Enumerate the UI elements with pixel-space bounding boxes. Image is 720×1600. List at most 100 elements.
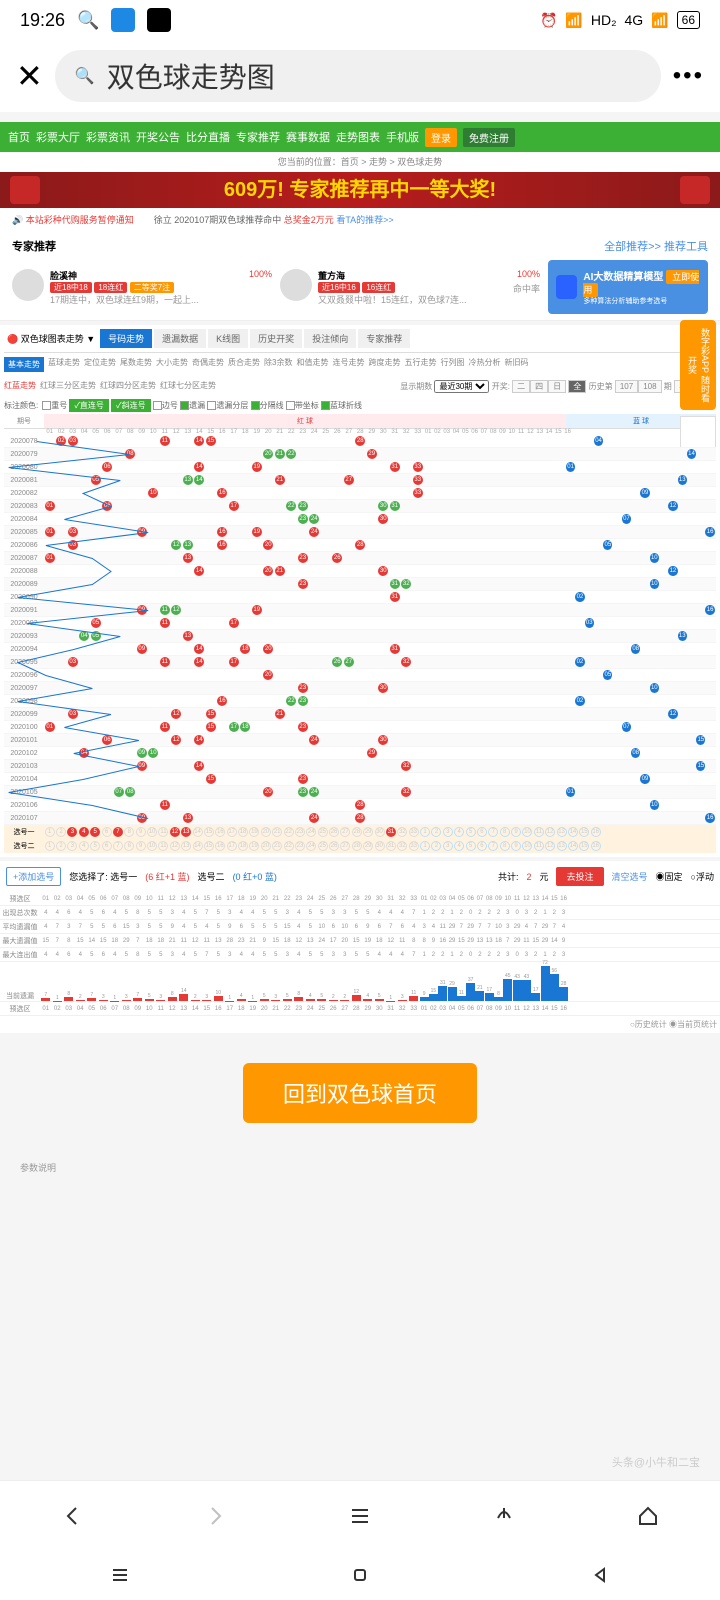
subtab2[interactable]: 红球七分区走势 xyxy=(160,380,216,393)
home-button[interactable]: 回到双色球首页 xyxy=(243,1063,477,1123)
side-ad[interactable]: 数字彩APP 随时看开奖 xyxy=(680,320,716,410)
select-ball[interactable]: 5 xyxy=(90,827,100,837)
select-ball[interactable]: 19 xyxy=(249,841,259,851)
subtab[interactable]: 定位走势 xyxy=(84,357,116,372)
select-ball[interactable]: 3 xyxy=(67,841,77,851)
select-ball[interactable]: 10 xyxy=(147,841,157,851)
mark-toggle[interactable]: 分隔线 xyxy=(251,401,286,410)
select-ball[interactable]: 3 xyxy=(67,827,77,837)
select-ball[interactable]: 20 xyxy=(261,841,271,851)
select-ball[interactable]: 11 xyxy=(158,827,168,837)
tab[interactable]: 遗漏数据 xyxy=(154,329,206,348)
expert-links[interactable]: 全部推荐>> 推荐工具 xyxy=(604,238,708,254)
select-ball[interactable]: 5 xyxy=(90,841,100,851)
select-ball[interactable]: 21 xyxy=(272,827,282,837)
select-ball-blue[interactable]: 1 xyxy=(420,827,430,837)
select-ball-blue[interactable]: 6 xyxy=(477,827,487,837)
search-input[interactable]: 🔍 双色球走势图 xyxy=(55,50,661,102)
mark-toggle[interactable]: 蓝球折线 xyxy=(321,401,362,410)
select-ball[interactable]: 26 xyxy=(329,841,339,851)
select-ball[interactable]: 27 xyxy=(340,827,350,837)
sys-back-icon[interactable] xyxy=(582,1557,618,1593)
select-ball-blue[interactable]: 16 xyxy=(591,841,601,851)
select-ball-blue[interactable]: 9 xyxy=(511,841,521,851)
nav-item[interactable]: 手机版 xyxy=(386,129,419,145)
select-ball-blue[interactable]: 4 xyxy=(454,827,464,837)
select-ball-blue[interactable]: 12 xyxy=(545,827,555,837)
tab[interactable]: 投注倾向 xyxy=(304,329,356,348)
subtab[interactable]: 连号走势 xyxy=(332,357,364,372)
select-ball-blue[interactable]: 16 xyxy=(591,827,601,837)
select-ball[interactable]: 26 xyxy=(329,827,339,837)
select-ball[interactable]: 7 xyxy=(113,827,123,837)
select-ball-blue[interactable]: 3 xyxy=(443,827,453,837)
expert-card-1[interactable]: 脸溪神 100% 近18中18 18连红 二等奖7注 17期连中，双色球连红9期… xyxy=(12,269,272,306)
select-ball[interactable]: 21 xyxy=(272,841,282,851)
select-ball-blue[interactable]: 11 xyxy=(534,827,544,837)
clear-button[interactable]: 清空选号 xyxy=(612,870,648,883)
select-ball[interactable]: 10 xyxy=(147,827,157,837)
select-ball[interactable]: 2 xyxy=(56,827,66,837)
select-ball[interactable]: 30 xyxy=(375,827,385,837)
select-ball[interactable]: 32 xyxy=(397,841,407,851)
subtab2[interactable]: 红蓝走势 xyxy=(4,380,36,393)
subtab2[interactable]: 红球三分区走势 xyxy=(40,380,96,393)
subtab[interactable]: 蓝球走势 xyxy=(48,357,80,372)
home-icon[interactable] xyxy=(630,1498,666,1534)
subtab[interactable]: 冷热分析 xyxy=(468,357,500,372)
select-ball[interactable]: 27 xyxy=(340,841,350,851)
select-ball-blue[interactable]: 5 xyxy=(466,841,476,851)
select-ball-blue[interactable]: 1 xyxy=(420,841,430,851)
select-ball-blue[interactable]: 14 xyxy=(568,841,578,851)
menu-icon[interactable] xyxy=(342,1498,378,1534)
select-ball-blue[interactable]: 3 xyxy=(443,841,453,851)
nav-item[interactable]: 首页 xyxy=(8,129,30,145)
mark-toggle[interactable]: ✓斜连号 xyxy=(111,399,153,412)
select-ball[interactable]: 16 xyxy=(215,841,225,851)
select-ball-blue[interactable]: 11 xyxy=(534,841,544,851)
select-ball[interactable]: 12 xyxy=(170,841,180,851)
back-icon[interactable] xyxy=(54,1498,90,1534)
subtab[interactable]: 新旧码 xyxy=(504,357,528,372)
subtab[interactable]: 奇偶走势 xyxy=(192,357,224,372)
subtab[interactable]: 跨度走势 xyxy=(368,357,400,372)
select-ball[interactable]: 22 xyxy=(284,841,294,851)
select-ball-blue[interactable]: 6 xyxy=(477,841,487,851)
mark-toggle[interactable]: 带坐标 xyxy=(286,401,321,410)
more-icon[interactable]: ••• xyxy=(673,62,704,90)
select-ball[interactable]: 4 xyxy=(79,841,89,851)
select-ball[interactable]: 9 xyxy=(136,827,146,837)
select-ball[interactable]: 30 xyxy=(375,841,385,851)
select-ball[interactable]: 11 xyxy=(158,841,168,851)
select-ball[interactable]: 6 xyxy=(102,827,112,837)
select-ball[interactable]: 17 xyxy=(227,827,237,837)
forward-icon[interactable] xyxy=(198,1498,234,1534)
share-icon[interactable] xyxy=(486,1498,522,1534)
select-ball-blue[interactable]: 13 xyxy=(557,841,567,851)
select-ball-blue[interactable]: 2 xyxy=(431,841,441,851)
subtab[interactable]: 质合走势 xyxy=(228,357,260,372)
nav-item[interactable]: 赛事数据 xyxy=(286,129,330,145)
select-ball-blue[interactable]: 7 xyxy=(488,841,498,851)
select-ball-blue[interactable]: 5 xyxy=(466,827,476,837)
sys-menu-icon[interactable] xyxy=(102,1557,138,1593)
select-ball[interactable]: 29 xyxy=(363,841,373,851)
select-ball-blue[interactable]: 8 xyxy=(500,827,510,837)
subtab2[interactable]: 红球四分区走势 xyxy=(100,380,156,393)
select-ball[interactable]: 33 xyxy=(409,827,419,837)
select-ball-blue[interactable]: 7 xyxy=(488,827,498,837)
stats-note[interactable]: ○历史统计 ◉当前页统计 xyxy=(0,1016,720,1033)
select-ball[interactable]: 8 xyxy=(124,841,134,851)
select-ball[interactable]: 16 xyxy=(215,827,225,837)
select-ball[interactable]: 1 xyxy=(45,827,55,837)
mark-toggle[interactable]: 遗漏分层 xyxy=(207,401,250,410)
select-ball-blue[interactable]: 13 xyxy=(557,827,567,837)
select-ball[interactable]: 15 xyxy=(204,827,214,837)
select-ball[interactable]: 13 xyxy=(181,827,191,837)
select-ball-blue[interactable]: 10 xyxy=(522,827,532,837)
login-button[interactable]: 登录 xyxy=(425,128,457,147)
ai-promo[interactable]: AI大数据精算模型 立即使用 多种算法分析辅助参考选号 xyxy=(548,260,708,314)
period-controls[interactable]: 显示期数 最近30期 开奖: 二四日 全 历史第 107108 期 导出数据 xyxy=(400,380,716,393)
select-ball[interactable]: 23 xyxy=(295,841,305,851)
select-ball[interactable]: 4 xyxy=(79,827,89,837)
